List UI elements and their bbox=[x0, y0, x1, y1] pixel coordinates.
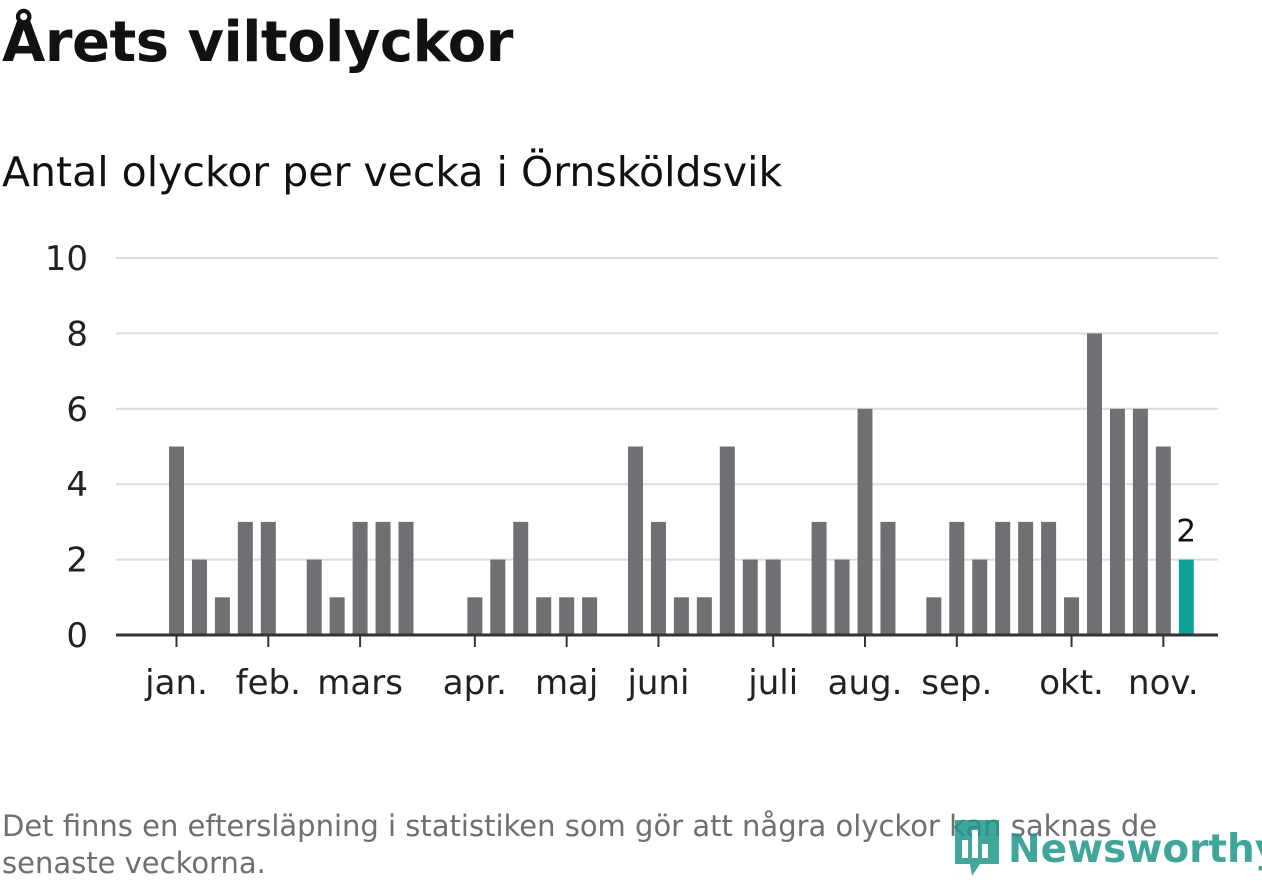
bar bbox=[1018, 521, 1034, 635]
chart-subtitle: Antal olyckor per vecka i Örnsköldsvik bbox=[2, 148, 783, 196]
x-tick-label: sep. bbox=[921, 663, 992, 703]
bar bbox=[673, 597, 689, 635]
bar bbox=[536, 597, 552, 635]
y-tick-label: 0 bbox=[66, 616, 88, 656]
bar bbox=[628, 446, 643, 635]
bar bbox=[398, 521, 414, 635]
bar bbox=[329, 597, 345, 635]
bar bbox=[696, 597, 712, 635]
x-tick-label: aug. bbox=[828, 663, 903, 703]
bar-highlight bbox=[1178, 559, 1194, 635]
bar bbox=[582, 597, 598, 635]
bar bbox=[1132, 408, 1148, 635]
bar bbox=[1041, 521, 1057, 635]
bar bbox=[513, 521, 529, 635]
y-tick-label: 2 bbox=[66, 541, 88, 581]
bar bbox=[834, 559, 850, 635]
bar bbox=[1087, 333, 1102, 635]
bar bbox=[857, 408, 873, 635]
bar bbox=[926, 597, 942, 635]
y-tick-label: 10 bbox=[45, 239, 88, 279]
bar bbox=[169, 446, 184, 635]
bar bbox=[650, 521, 666, 635]
x-tick-label: maj bbox=[535, 663, 598, 703]
bar bbox=[1155, 446, 1171, 635]
bar bbox=[880, 521, 896, 635]
bar bbox=[375, 521, 391, 635]
x-tick-label: feb. bbox=[236, 663, 301, 703]
bar bbox=[742, 559, 758, 635]
bar bbox=[811, 521, 827, 635]
bar bbox=[972, 559, 988, 635]
x-tick-label: okt. bbox=[1039, 663, 1104, 703]
bar bbox=[765, 559, 781, 635]
bar bbox=[352, 521, 368, 635]
x-tick-label: nov. bbox=[1128, 663, 1199, 703]
y-tick-label: 8 bbox=[66, 314, 88, 354]
bar bbox=[1064, 597, 1080, 635]
y-tick-label: 4 bbox=[66, 465, 88, 505]
x-tick-label: jan. bbox=[144, 663, 208, 703]
x-tick-label: apr. bbox=[443, 663, 507, 703]
bar bbox=[260, 521, 276, 635]
bar bbox=[995, 521, 1011, 635]
bar bbox=[1109, 408, 1125, 635]
bar bbox=[306, 559, 322, 635]
chart-title: Årets viltolyckor bbox=[2, 10, 513, 75]
bar bbox=[237, 521, 253, 635]
bar bbox=[559, 597, 575, 635]
bar bbox=[949, 521, 965, 635]
brand-name: Newsworthy bbox=[1008, 826, 1262, 872]
bar-value-label: 2 bbox=[1176, 514, 1196, 550]
newsworthy-logo-icon bbox=[955, 820, 999, 876]
x-tick-label: juli bbox=[747, 663, 798, 703]
bar bbox=[490, 559, 506, 635]
newsworthy-logo: Newsworthy bbox=[952, 818, 1262, 880]
bar bbox=[467, 597, 483, 635]
bar bbox=[214, 597, 230, 635]
bar bbox=[719, 446, 735, 635]
y-tick-label: 6 bbox=[66, 390, 88, 430]
bar bbox=[191, 559, 207, 635]
x-tick-label: mars bbox=[317, 663, 403, 703]
x-tick-label: juni bbox=[626, 663, 689, 703]
